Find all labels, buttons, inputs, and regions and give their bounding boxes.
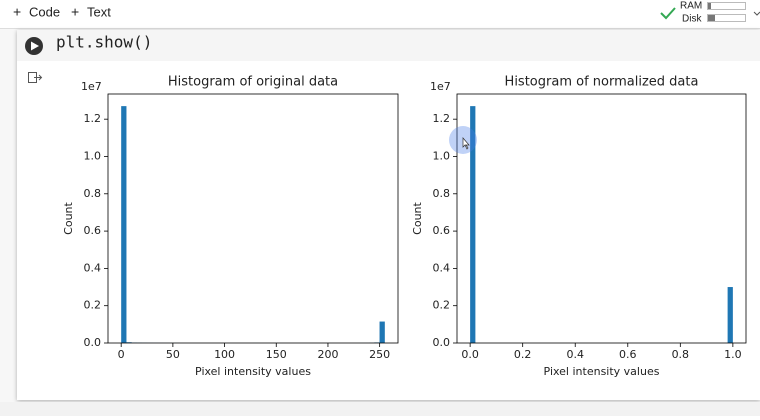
add-code-button[interactable]: Code — [29, 4, 60, 19]
y-tick-label: 1.2 — [433, 112, 451, 125]
x-tick-label: 0.6 — [619, 348, 637, 361]
y-tick-label: 0.6 — [433, 224, 451, 237]
x-tick-label: 100 — [214, 348, 235, 361]
x-tick-label: 200 — [317, 348, 338, 361]
ram-meter-fill — [708, 3, 711, 9]
next-cell — [0, 402, 760, 416]
y-offset-label: 1e7 — [430, 80, 451, 93]
code-line: plt.show() — [56, 33, 152, 52]
y-tick-label: 0.0 — [433, 336, 451, 349]
add-text-button[interactable]: Text — [87, 4, 111, 19]
x-tick-label: 50 — [166, 348, 180, 361]
x-tick-label: 0.0 — [461, 348, 479, 361]
y-tick-label: 0.2 — [84, 299, 102, 312]
y-tick-label: 0.6 — [84, 224, 102, 237]
histogram-bar — [380, 322, 385, 343]
x-tick-label: 0.4 — [566, 348, 584, 361]
x-tick-label: 0.2 — [514, 348, 532, 361]
y-axis-label: Count — [62, 201, 75, 234]
x-axis-label: Pixel intensity values — [544, 365, 660, 378]
histogram-bar — [121, 106, 126, 343]
y-tick-label: 0.4 — [433, 261, 451, 274]
x-tick-label: 1.0 — [724, 348, 742, 361]
histogram-bar — [728, 287, 733, 343]
ram-label: RAM — [680, 1, 702, 12]
y-tick-label: 1.0 — [433, 149, 451, 162]
y-tick-label: 0.0 — [84, 336, 102, 349]
ram-meter — [708, 3, 746, 10]
x-tick-label: 250 — [369, 348, 390, 361]
y-tick-label: 0.8 — [84, 187, 102, 200]
toolbar — [0, 0, 760, 28]
x-tick-label: 150 — [266, 348, 287, 361]
chart-title: Histogram of original data — [168, 75, 338, 90]
disk-label: Disk — [682, 14, 702, 25]
plus-icon[interactable]: + — [13, 4, 21, 20]
x-tick-label: 0.8 — [672, 348, 690, 361]
x-axis-label: Pixel intensity values — [195, 365, 311, 378]
y-axis-label: Count — [411, 201, 424, 234]
chart-title: Histogram of normalized data — [505, 75, 699, 90]
disk-meter-fill — [708, 15, 715, 21]
y-tick-label: 0.4 — [84, 261, 102, 274]
plus-icon[interactable]: + — [71, 4, 79, 20]
y-tick-label: 1.0 — [84, 149, 102, 162]
x-tick-label: 0 — [118, 348, 125, 361]
y-tick-label: 0.8 — [433, 187, 451, 200]
y-tick-label: 1.2 — [84, 112, 102, 125]
y-tick-label: 0.2 — [433, 299, 451, 312]
y-offset-label: 1e7 — [81, 80, 102, 93]
